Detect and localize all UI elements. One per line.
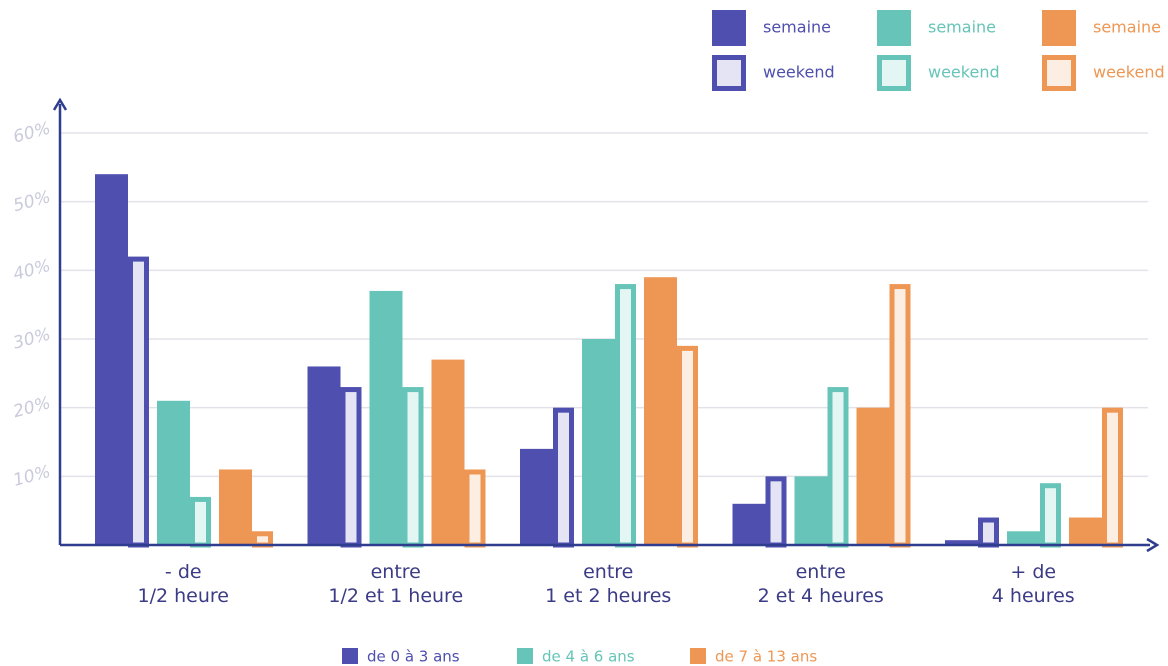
- bar-semaine: [644, 277, 677, 545]
- bar-semaine: [157, 400, 190, 545]
- x-tick-label: entre 1/2 et 1 heure: [328, 561, 464, 607]
- bar-weekend: [889, 284, 911, 548]
- legend-swatch: [877, 10, 911, 46]
- y-tick-label: 40%: [11, 256, 53, 285]
- x-tick-label: entre 1 et 2 heures: [545, 561, 672, 607]
- legend-label: de 7 à 13 ans: [715, 648, 817, 666]
- bar-semaine: [1069, 517, 1102, 545]
- legend-swatch: [690, 648, 706, 664]
- legend-swatch: [712, 10, 746, 46]
- bar-semaine: [1007, 531, 1040, 545]
- bar-weekend: [340, 387, 362, 548]
- legend-swatch: [712, 55, 746, 91]
- bar-weekend: [615, 284, 636, 548]
- legend-swatch: [517, 648, 533, 664]
- bar-semaine: [369, 290, 403, 545]
- bar-weekend: [827, 387, 849, 548]
- bar-semaine: [307, 366, 341, 545]
- y-tick-label: 20%: [11, 393, 53, 422]
- legend-swatch: [342, 648, 358, 664]
- bar-weekend: [1040, 483, 1061, 548]
- bar-weekend: [765, 476, 787, 548]
- legend-swatch: [1042, 10, 1076, 46]
- legend-label: de 4 à 6 ans: [542, 648, 635, 666]
- y-arrow: [52, 97, 68, 111]
- legend-label: weekend: [1093, 63, 1165, 82]
- bar-semaine: [520, 448, 553, 545]
- bar-semaine: [219, 469, 252, 545]
- bar-semaine: [582, 339, 615, 545]
- legend-label: semaine: [763, 18, 831, 37]
- bar-weekend: [128, 256, 149, 548]
- bar-semaine: [856, 407, 890, 545]
- y-tick-label: 60%: [11, 118, 53, 147]
- legend-label: semaine: [928, 18, 996, 37]
- legend-label: weekend: [928, 63, 1000, 82]
- x-tick-label: - de 1/2 heure: [137, 561, 229, 607]
- x-arrow: [1146, 537, 1160, 553]
- bar-weekend: [677, 345, 698, 548]
- bar-weekend: [252, 531, 273, 548]
- bar-weekend: [464, 469, 486, 548]
- bar-weekend: [553, 407, 574, 548]
- y-tick-label: 50%: [11, 187, 53, 216]
- y-tick-label: 30%: [11, 324, 53, 353]
- x-tick-label: + de 4 heures: [991, 561, 1075, 607]
- bar-semaine: [431, 359, 465, 545]
- bar-semaine: [95, 174, 128, 545]
- legend-label: semaine: [1093, 18, 1161, 37]
- bar-weekend: [402, 387, 424, 548]
- legend-label: weekend: [763, 63, 835, 82]
- bar-weekend: [1102, 407, 1123, 548]
- x-tick-label: entre 2 et 4 heures: [757, 561, 884, 607]
- y-tick-label: 10%: [11, 462, 53, 491]
- legend-label: de 0 à 3 ans: [367, 648, 460, 666]
- bar-weekend: [190, 496, 211, 548]
- bar-semaine: [794, 476, 828, 545]
- legend-swatch: [877, 55, 911, 91]
- bar-semaine: [945, 540, 978, 545]
- bar-weekend: [978, 517, 999, 548]
- bar-semaine: [732, 503, 766, 545]
- legend-swatch: [1042, 55, 1076, 91]
